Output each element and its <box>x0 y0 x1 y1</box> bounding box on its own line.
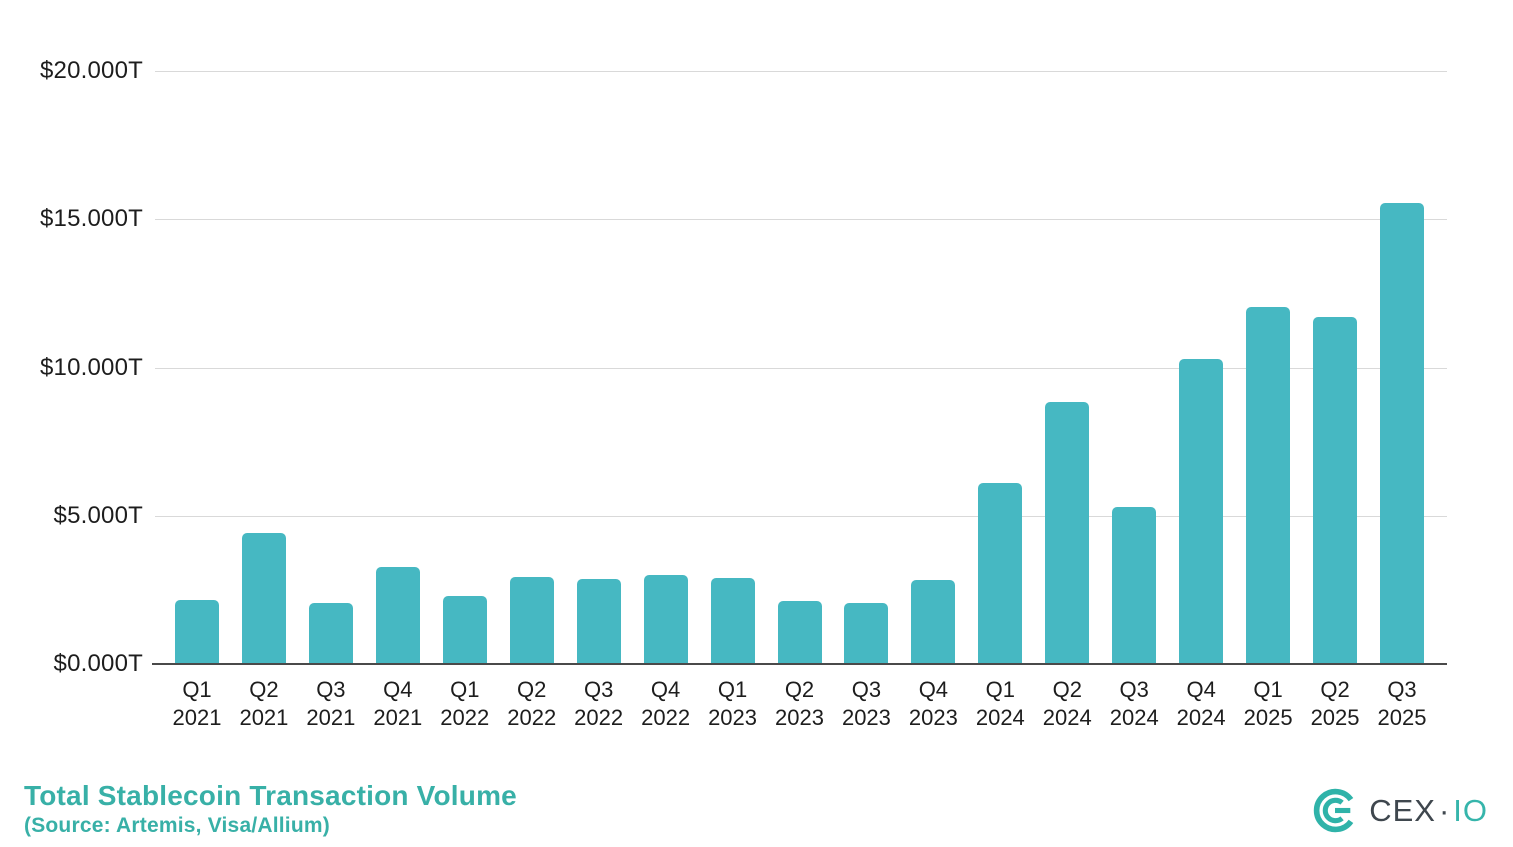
cexio-logo-text: CEX · IO <box>1369 793 1488 829</box>
gridline <box>155 515 1447 517</box>
x-axis-label: Q4 2024 <box>1176 677 1226 730</box>
x-axis-label: Q2 2025 <box>1310 677 1360 730</box>
bar-q3-2021 <box>308 603 353 664</box>
x-axis-label: Q3 2023 <box>841 677 891 730</box>
gridline <box>155 367 1447 369</box>
gridline <box>155 219 1447 221</box>
bar-q2-2024 <box>1045 401 1090 664</box>
bar-q2-2021 <box>241 532 286 664</box>
x-axis: Q1 2021 Q2 2021 Q3 2021 Q4 2021 Q1 2022 Q2 2022 Q3 20… <box>155 676 1447 738</box>
x-axis-label: Q2 2022 <box>507 677 557 730</box>
bar-q4-2024 <box>1179 358 1224 664</box>
y-axis-label: $0.000T <box>53 650 143 677</box>
bar-q1-2025 <box>1246 306 1291 664</box>
bar-q3-2022 <box>576 578 621 664</box>
bar-q2-2023 <box>777 600 822 664</box>
bar-q3-2025 <box>1380 202 1424 664</box>
cexio-logo-mark <box>1314 788 1354 833</box>
x-axis-line <box>152 663 1447 665</box>
x-axis-label: Q3 2021 <box>306 677 356 730</box>
y-axis-label: $15.000T <box>39 205 143 233</box>
cexio-logo: CEX · IO <box>1311 786 1488 835</box>
x-axis-label: Q1 2022 <box>440 677 490 730</box>
x-axis-label: Q2 2023 <box>775 677 824 730</box>
bar-q4-2022 <box>643 575 688 664</box>
logo-text-separator: · <box>1438 792 1451 828</box>
x-axis-label: Q2 2021 <box>239 677 289 730</box>
bar-q1-2021 <box>175 599 219 664</box>
x-axis-label: Q1 2021 <box>172 677 222 730</box>
bar-q2-2025 <box>1313 317 1358 664</box>
x-axis-label: Q3 2022 <box>574 677 624 730</box>
x-axis-label: Q4 2022 <box>641 677 691 730</box>
bar-q1-2024 <box>978 483 1023 664</box>
x-axis-label: Q1 2023 <box>708 677 758 730</box>
logo-text-io: IO <box>1453 792 1488 828</box>
bar-q3-2024 <box>1112 506 1157 664</box>
y-axis-label: $20.000T <box>39 57 143 84</box>
x-axis-label: Q1 2024 <box>975 677 1025 730</box>
chart-source: (Source: Artemis, Visa/Allium) <box>24 814 330 837</box>
x-axis-label: Q4 2021 <box>373 677 423 730</box>
y-axis-label: $10.000T <box>39 353 143 381</box>
plot-area <box>152 71 1447 665</box>
x-axis-label: Q2 2024 <box>1042 677 1092 730</box>
bar-q2-2022 <box>509 577 554 664</box>
bar-q1-2023 <box>710 578 755 664</box>
x-axis-label: Q3 2024 <box>1109 677 1159 730</box>
bar-q4-2021 <box>375 567 420 664</box>
x-axis-label: Q1 2025 <box>1243 677 1293 730</box>
bar-q1-2022 <box>442 595 487 664</box>
y-axis-label: $5.000T <box>53 501 143 529</box>
bar-q3-2023 <box>844 603 889 664</box>
x-axis-label: Q3 2025 <box>1377 677 1427 730</box>
y-axis: $0.000T $5.000T $10.000T $15.000T $20.000T <box>0 57 143 677</box>
bar-q4-2023 <box>911 579 956 664</box>
gridline <box>155 71 1447 72</box>
x-axis-label: Q4 2023 <box>908 677 958 730</box>
chart-title: Total Stablecoin Transaction Volume <box>24 780 517 811</box>
logo-text-cex: CEX <box>1369 792 1436 828</box>
